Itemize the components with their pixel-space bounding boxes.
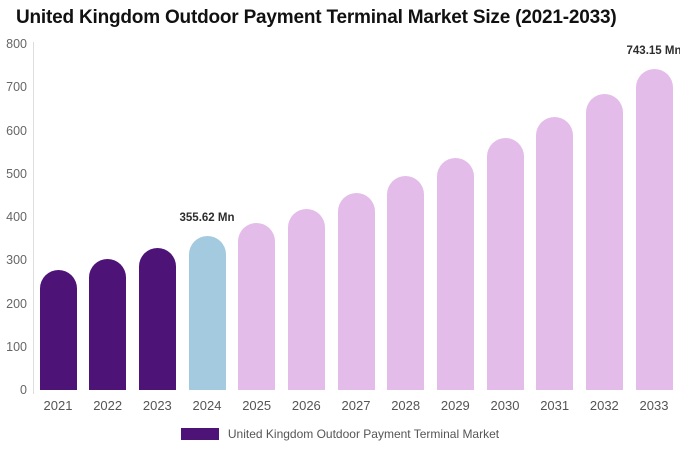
x-tick-label-2029: 2029 (440, 398, 470, 413)
y-tick-label: 200 (6, 296, 27, 311)
x-tick-label-2027: 2027 (341, 398, 371, 413)
bar-2028[interactable] (387, 176, 425, 390)
bar-2030[interactable] (486, 138, 524, 390)
y-tick-label: 400 (6, 210, 27, 224)
legend-label: United Kingdom Outdoor Payment Terminal … (227, 427, 500, 441)
x-tick-label-2032: 2032 (589, 398, 619, 413)
y-tick-label: 800 (6, 37, 27, 51)
y-tick-label: 100 (6, 339, 27, 354)
bar-2024[interactable] (188, 236, 226, 390)
bar-2026[interactable] (287, 208, 325, 390)
y-tick-label: 0 (20, 383, 27, 397)
bar-2033[interactable] (635, 68, 673, 390)
legend-swatch (180, 428, 219, 440)
bar-2021[interactable] (39, 269, 77, 390)
bar-2032[interactable] (585, 93, 623, 390)
bar-2025[interactable] (238, 223, 276, 390)
x-tick-label-2033: 2033 (639, 398, 669, 413)
y-tick-label: 700 (6, 80, 27, 95)
x-tick-label-2025: 2025 (242, 398, 272, 413)
legend[interactable]: United Kingdom Outdoor Payment Terminal … (0, 427, 680, 441)
x-tick-label-2026: 2026 (291, 398, 321, 413)
bar-2029[interactable] (436, 158, 474, 390)
bar-2027[interactable] (337, 193, 375, 390)
y-axis-line (33, 42, 34, 394)
y-tick-label: 600 (6, 123, 27, 138)
x-tick-label-2024: 2024 (192, 398, 222, 413)
x-tick-label-2021: 2021 (43, 398, 73, 413)
chart-title: United Kingdom Outdoor Payment Terminal … (16, 7, 617, 28)
bar-2023[interactable] (138, 248, 176, 390)
y-tick-label: 500 (6, 166, 27, 181)
x-tick-label-2028: 2028 (391, 398, 421, 413)
y-tick-label: 300 (6, 253, 27, 268)
x-tick-label-2022: 2022 (93, 398, 123, 413)
data-label-2033: 743.15 Mn (626, 44, 680, 57)
bar-2031[interactable] (536, 117, 574, 390)
x-tick-label-2031: 2031 (540, 398, 570, 413)
x-tick-label-2030: 2030 (490, 398, 520, 413)
bar-2022[interactable] (89, 259, 127, 390)
data-label-2024: 355.62 Mn (179, 212, 235, 225)
x-tick-label-2023: 2023 (142, 398, 172, 413)
